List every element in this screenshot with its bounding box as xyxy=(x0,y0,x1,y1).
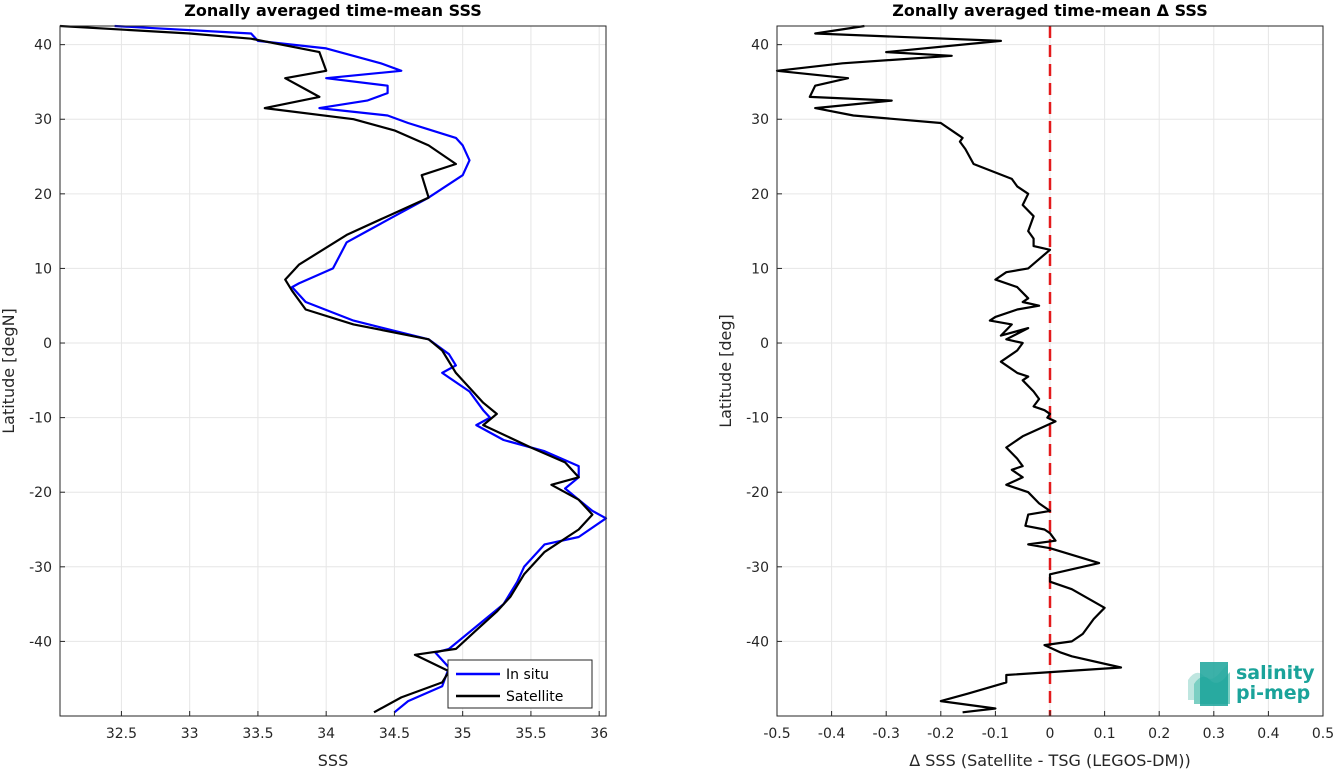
right-x-tick-label: -0.1 xyxy=(982,726,1009,742)
left-x-tick-label: 34.5 xyxy=(379,726,410,742)
right-y-tick-label: -30 xyxy=(746,560,769,576)
right-x-tick-label: 0.5 xyxy=(1312,726,1334,742)
right-x-tick-label: 0 xyxy=(1046,726,1055,742)
salinity-wave-icon xyxy=(1188,662,1230,706)
left-chart-title: Zonally averaged time-mean SSS xyxy=(184,1,482,20)
left-x-tick-label: 36 xyxy=(590,726,608,742)
left-x-tick-label: 33.5 xyxy=(242,726,273,742)
left-y-tick-label: 20 xyxy=(34,187,52,203)
left-y-tick-label: 10 xyxy=(34,261,52,277)
left-y-tick-label: -10 xyxy=(29,411,52,427)
legend-box xyxy=(447,659,593,709)
left-x-tick-label: 32.5 xyxy=(106,726,137,742)
right-x-tick-label: 0.3 xyxy=(1203,726,1225,742)
left-y-tick-label: 30 xyxy=(34,112,52,128)
right-x-tick-label: 0.1 xyxy=(1093,726,1115,742)
delta-sss-panel: Zonally averaged time-mean Δ SSS -0.5 -0.… xyxy=(716,1,1334,769)
right-y-ticks: -40 -30 -20 -10 0 10 20 30 40 xyxy=(746,38,782,650)
left-y-tick-label: -20 xyxy=(29,485,52,501)
logo-line-salinity: salinity xyxy=(1236,662,1315,684)
left-x-tick-label: 35 xyxy=(454,726,472,742)
right-x-ticks: -0.5 -0.4 -0.3 -0.2 -0.1 0 0.1 0.2 0.3 0.4 0.5 xyxy=(763,711,1334,742)
left-series-line-satellite xyxy=(59,24,594,714)
right-chart-title: Zonally averaged time-mean Δ SSS xyxy=(892,1,1208,20)
left-plot-area xyxy=(60,26,606,716)
right-x-tick-label: -0.3 xyxy=(873,726,900,742)
right-y-tick-label: -40 xyxy=(746,634,769,650)
right-x-tick-label: -0.2 xyxy=(927,726,954,742)
logo-line-pi-mep: pi-mep xyxy=(1236,682,1310,704)
legend: In situ Satellite xyxy=(447,659,593,709)
right-x-tick-label: -0.5 xyxy=(763,726,790,742)
left-x-ticks: 32.5 33 33.5 34 34.5 35 35.5 36 xyxy=(106,711,608,742)
right-series-line-delta-sss xyxy=(775,24,1123,714)
right-y-axis-label: Latitude [deg] xyxy=(716,314,735,428)
right-x-tick-label: -0.4 xyxy=(818,726,845,742)
legend-entry-insitu: In situ xyxy=(506,667,549,683)
sss-panel: Zonally averaged time-mean SSS 32.5 33 33.… xyxy=(0,1,608,769)
left-y-tick-label: 40 xyxy=(34,38,52,54)
left-y-tick-label: 0 xyxy=(43,336,52,352)
right-x-tick-label: 0.4 xyxy=(1257,726,1279,742)
left-y-axis-label: Latitude [degN] xyxy=(0,308,18,434)
right-y-tick-label: 20 xyxy=(751,187,769,203)
right-y-tick-label: -10 xyxy=(746,411,769,427)
right-y-tick-label: 0 xyxy=(760,336,769,352)
right-y-tick-label: 40 xyxy=(751,38,769,54)
left-x-tick-label: 35.5 xyxy=(515,726,546,742)
right-x-tick-label: 0.2 xyxy=(1148,726,1170,742)
left-axes-box xyxy=(59,25,607,717)
left-y-ticks: -40 -30 -20 -10 0 10 20 30 40 xyxy=(29,38,65,650)
left-series-group xyxy=(59,24,608,714)
left-y-tick-label: -40 xyxy=(29,634,52,650)
left-grid xyxy=(60,26,606,716)
left-x-axis-label: SSS xyxy=(318,751,348,769)
right-y-tick-label: -20 xyxy=(746,485,769,501)
legend-entry-satellite: Satellite xyxy=(506,689,563,705)
right-x-axis-label: Δ SSS (Satellite - TSG (LEGOS-DM)) xyxy=(909,751,1191,769)
left-x-tick-label: 34 xyxy=(317,726,335,742)
right-series-group xyxy=(775,24,1123,716)
right-y-tick-label: 10 xyxy=(751,261,769,277)
right-y-tick-label: 30 xyxy=(751,112,769,128)
left-x-tick-label: 33 xyxy=(181,726,199,742)
left-y-tick-label: -30 xyxy=(29,560,52,576)
salinity-pi-mep-logo: salinity pi-mep xyxy=(1188,662,1315,706)
